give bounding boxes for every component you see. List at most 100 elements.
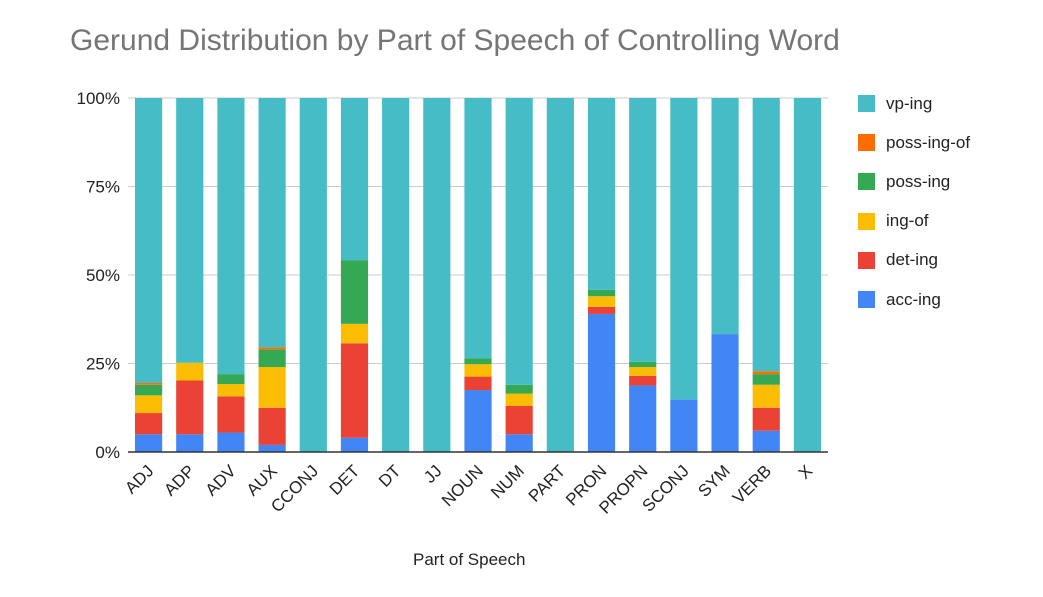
x-tick-label: DT <box>375 461 404 490</box>
bar-segment-poss-ing <box>217 374 245 385</box>
bar-segment-vp-ing <box>629 98 657 362</box>
bar-segment-vp-ing <box>793 98 821 452</box>
legend-label: acc-ing <box>886 289 941 309</box>
bar-segment-det-ing <box>505 405 533 435</box>
legend-item-poss-ing-of: poss-ing-of <box>858 123 970 162</box>
bar-segment-det-ing <box>258 407 286 445</box>
y-tick-label: 0% <box>95 443 120 462</box>
bar-segment-vp-ing <box>587 98 616 290</box>
legend-swatch <box>858 291 875 309</box>
bar-segment-vp-ing <box>217 98 245 375</box>
legend-swatch <box>858 251 875 269</box>
legend-swatch <box>858 95 875 113</box>
bar-segment-ing-of <box>258 367 286 408</box>
bar-segment-acc-ing <box>464 390 492 452</box>
bar-segment-vp-ing <box>382 98 410 452</box>
x-tick-label: SCONJ <box>639 461 693 515</box>
bar-segment-ing-of <box>752 384 780 408</box>
y-tick-label: 100% <box>77 89 120 108</box>
y-tick-label: 75% <box>86 178 120 197</box>
bar-segment-acc-ing <box>135 434 163 452</box>
legend: vp-ing poss-ing-of poss-ing ing-of det-ing ac… <box>858 84 970 319</box>
bar-segment-acc-ing <box>752 430 780 452</box>
bar-segment-poss-ing <box>629 361 657 368</box>
x-tick-label: VERB <box>729 461 775 507</box>
x-tick-label: NOUN <box>438 461 487 510</box>
legend-swatch <box>858 173 875 191</box>
bar-segment-det-ing <box>464 376 492 391</box>
x-tick-label: ADJ <box>121 461 157 497</box>
y-tick-label: 50% <box>86 266 120 285</box>
bar-segment-vp-ing <box>546 98 574 452</box>
x-tick-label: SYM <box>694 461 733 500</box>
bar-segment-det-ing <box>587 306 616 314</box>
x-tick-label: NUM <box>487 461 528 502</box>
bar-segment-vp-ing <box>752 98 780 372</box>
bar-segment-vp-ing <box>299 98 327 452</box>
bar-segment-vp-ing <box>176 98 204 363</box>
bar-segment-acc-ing <box>505 434 533 452</box>
chart-title: Gerund Distribution by Part of Speech of… <box>70 24 840 57</box>
bar-segment-ing-of <box>340 323 369 344</box>
bar-segment-acc-ing <box>587 313 616 452</box>
legend-label: vp-ing <box>886 93 933 113</box>
bar-segment-det-ing <box>340 343 369 438</box>
legend-item-vp-ing: vp-ing <box>858 84 970 123</box>
bar-segment-vp-ing <box>505 98 533 385</box>
legend-swatch <box>858 134 875 152</box>
bar-segment-vp-ing <box>258 98 286 348</box>
bar-segment-ing-of <box>505 393 533 406</box>
bar-segment-ing-of <box>135 395 163 414</box>
legend-label: poss-ing-of <box>886 132 971 152</box>
x-tick-label: ADP <box>160 461 198 499</box>
y-tick-label: 25% <box>86 355 120 374</box>
bar-segment-ing-of <box>217 384 245 397</box>
bar-segment-det-ing <box>176 380 204 435</box>
bar-segment-ing-of <box>176 362 204 381</box>
x-tick-label: ADV <box>202 461 241 500</box>
bar-segment-det-ing <box>752 407 780 431</box>
bar-segment-poss-ing <box>752 374 780 385</box>
bar-segment-vp-ing <box>670 98 698 400</box>
bar-segment-acc-ing <box>340 437 369 452</box>
x-tick-label: X <box>795 461 816 482</box>
bar-segment-acc-ing <box>670 399 698 452</box>
bar-segment-poss-ing <box>587 289 616 297</box>
bar-segment-poss-ing-of <box>752 371 780 375</box>
bar-segment-ing-of <box>629 367 657 376</box>
bar-segment-poss-ing <box>464 358 492 365</box>
bar-segment-det-ing <box>217 396 245 433</box>
bar-segment-poss-ing <box>340 260 369 324</box>
bar-segment-acc-ing <box>629 385 657 452</box>
bar-segment-acc-ing <box>217 432 245 452</box>
bar-segment-vp-ing <box>711 98 739 335</box>
bar-segment-poss-ing <box>505 384 533 394</box>
bars <box>135 98 821 452</box>
bar-segment-poss-ing <box>258 349 286 368</box>
bar-segment-poss-ing <box>135 384 163 396</box>
legend-item-det-ing: det-ing <box>858 241 970 280</box>
bar-segment-vp-ing <box>423 98 451 452</box>
bar-segment-acc-ing <box>176 434 204 452</box>
x-tick-label: JJ <box>420 461 445 486</box>
bar-segment-poss-ing-of <box>258 347 286 350</box>
x-tick-label: PART <box>525 461 569 505</box>
bar-segment-acc-ing <box>711 334 739 452</box>
legend-item-poss-ing: poss-ing <box>858 162 970 201</box>
bar-segment-poss-ing-of <box>135 382 163 385</box>
bar-segment-det-ing <box>629 375 657 386</box>
bar-segment-acc-ing <box>258 444 286 452</box>
x-axis-title: Part of Speech <box>413 550 526 569</box>
bar-segment-ing-of <box>464 364 492 377</box>
bar-segment-vp-ing <box>464 98 492 359</box>
bar-segment-det-ing <box>135 413 163 435</box>
bar-segment-ing-of <box>587 296 616 307</box>
bar-segment-vp-ing <box>340 98 369 261</box>
bar-segment-vp-ing <box>135 98 163 383</box>
legend-label: ing-of <box>886 211 929 231</box>
legend-swatch <box>858 212 875 230</box>
legend-label: poss-ing <box>886 171 951 191</box>
x-tick-label: DET <box>326 461 363 498</box>
legend-item-acc-ing: acc-ing <box>858 280 970 319</box>
